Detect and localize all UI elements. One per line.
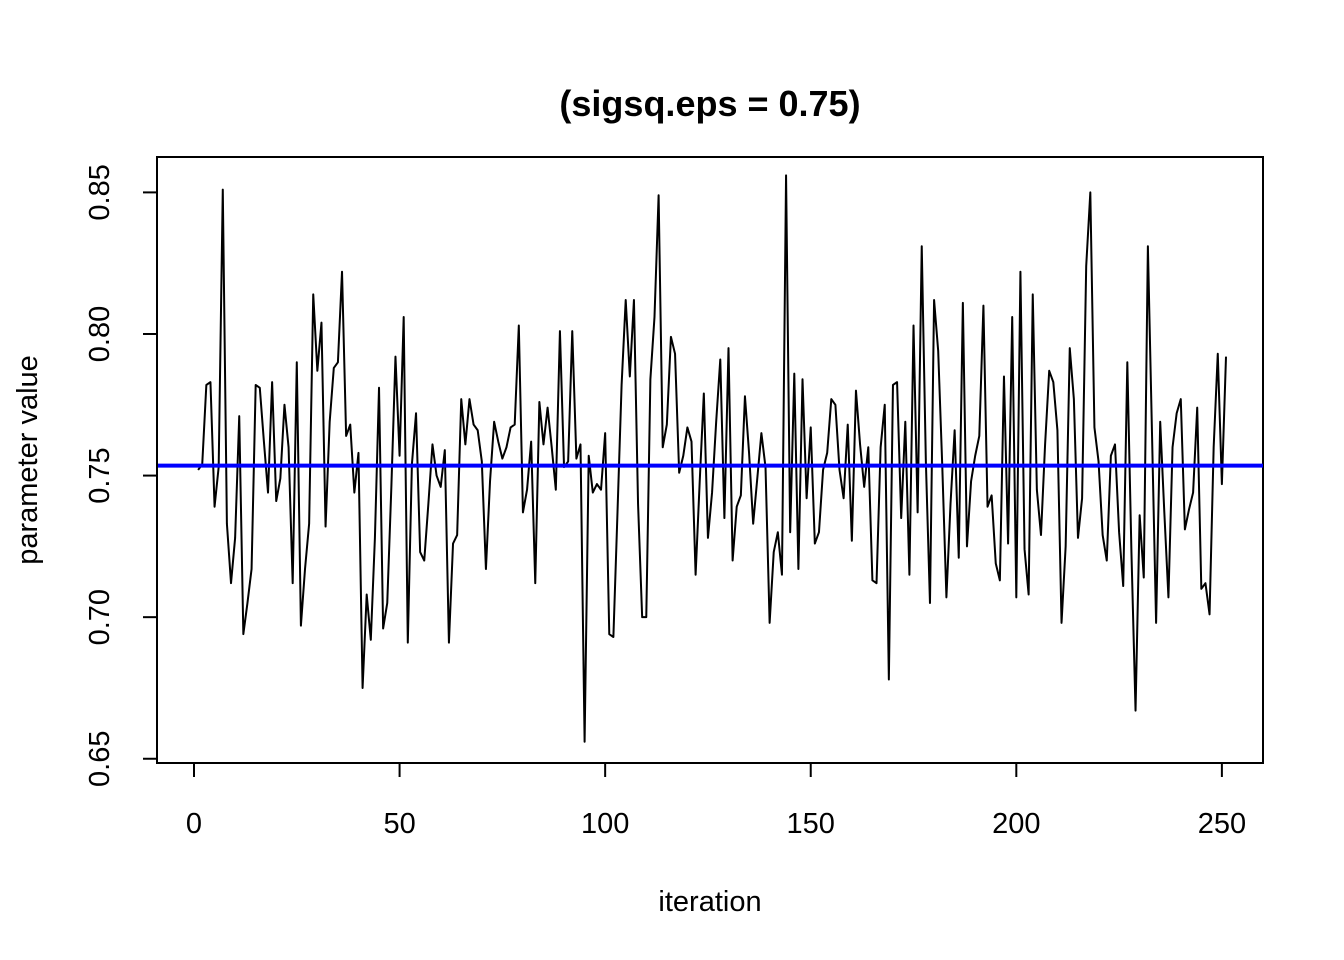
y-axis: 0.65 0.70 0.75 0.80 0.85 [84,164,158,787]
y-tick-label: 0.75 [84,447,116,503]
x-tick-label: 0 [186,808,202,840]
chart-title: (sigsq.eps = 0.75) [559,83,860,124]
y-tick-label: 0.65 [84,731,116,787]
x-tick-label: 200 [992,808,1040,840]
y-axis-label: parameter value [12,355,44,565]
x-axis-label: iteration [658,886,761,918]
y-tick-label: 0.85 [84,164,116,220]
x-tick-label: 250 [1198,808,1246,840]
trace-line-0 [197,174,1227,743]
x-tick-label: 100 [581,808,629,840]
x-tick-label: 50 [383,808,415,840]
y-tick-label: 0.80 [84,306,116,362]
plot-frame [156,156,1264,764]
y-tick-label: 0.70 [84,589,116,645]
x-axis: 0 50 100 150 200 250 [186,762,1246,840]
x-tick-label: 150 [787,808,835,840]
plot-area [157,174,1263,743]
